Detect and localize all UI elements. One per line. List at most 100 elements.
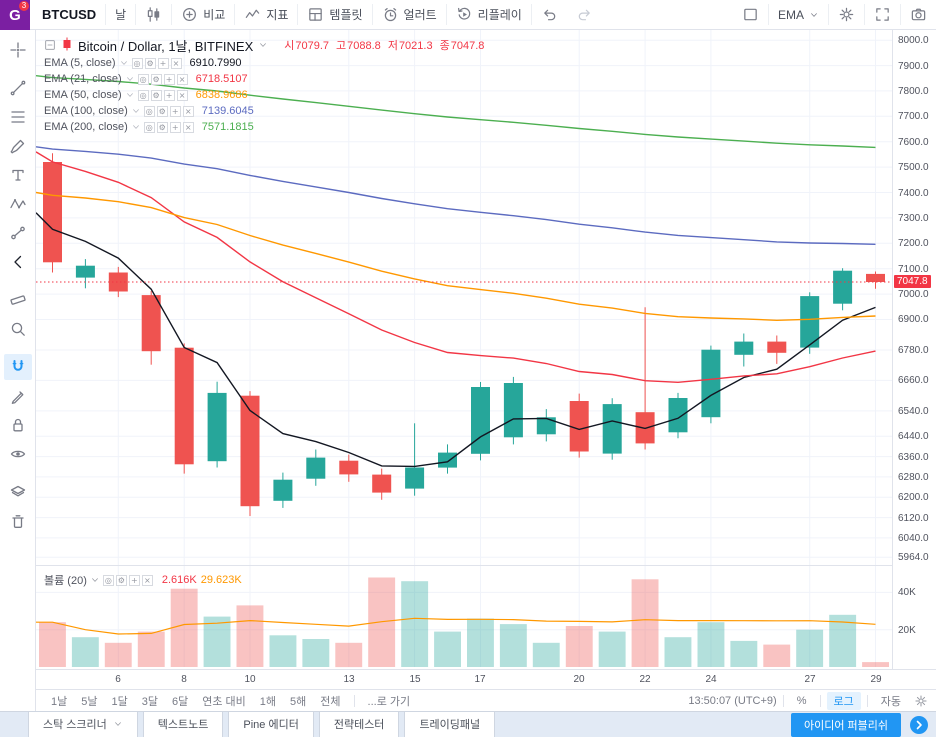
settings-icon[interactable]: ⚙ [156, 121, 168, 133]
range-button[interactable]: 1해 [259, 695, 277, 708]
ema-label[interactable]: EMA (50, close) [44, 89, 122, 101]
settings-icon[interactable]: ⚙ [150, 89, 162, 101]
range-button[interactable]: 5해 [290, 695, 307, 708]
zoom-in-tool[interactable] [4, 316, 32, 342]
templates-button[interactable]: 템플릿 [298, 0, 371, 29]
close-icon[interactable]: × [170, 57, 182, 69]
add-icon[interactable]: + [157, 57, 169, 69]
status-tab[interactable]: Pine 에디터 [228, 711, 314, 737]
fullscreen-button[interactable] [865, 0, 900, 29]
time-axis-label: 17 [474, 674, 486, 685]
visibility-icon[interactable]: ◎ [143, 121, 155, 133]
indicator-legend-rows: EMA (5, close) ◎ ⚙ + × 6910.7990 EMA (21, clos… [44, 55, 484, 135]
legend-caret-icon[interactable] [258, 40, 268, 50]
close-icon[interactable]: × [141, 575, 153, 586]
trend-line-tool[interactable] [4, 75, 32, 101]
visibility-icon[interactable]: ◎ [143, 105, 155, 117]
auto-scale-toggle[interactable]: 자동 [880, 695, 901, 708]
ema-label[interactable]: EMA (100, close) [44, 105, 128, 117]
range-button[interactable]: 전체 [320, 695, 341, 708]
publish-idea-button[interactable]: 아이디어 퍼블리쉬 [790, 712, 901, 737]
candle-body [108, 272, 128, 292]
object-tree-tool[interactable] [4, 479, 32, 505]
close-icon[interactable]: × [176, 73, 188, 85]
interval-button[interactable]: 날 [115, 8, 127, 22]
remove-drawings-tool[interactable] [4, 508, 32, 534]
price-axis[interactable]: 8000.0 7900.0 7800.0 7700.0 7600.0 7500.0 7400… [892, 30, 936, 669]
time-axis[interactable]: 6 8 10 13 15 17 20 22 24 27 29 [36, 669, 936, 689]
ema-label[interactable]: EMA (200, close) [44, 121, 128, 133]
status-tab[interactable]: 텍스트노트 [142, 711, 224, 737]
volume-bar [434, 631, 461, 667]
close-icon[interactable]: × [182, 105, 194, 117]
chart-canvas[interactable] [36, 30, 892, 669]
visibility-icon[interactable]: ◎ [102, 575, 114, 586]
text-tool[interactable] [4, 162, 32, 188]
range-button[interactable]: 1달 [111, 695, 128, 708]
time-axis-label: 10 [244, 674, 256, 685]
add-icon[interactable]: + [163, 89, 175, 101]
log-scale-toggle[interactable]: 로그 [826, 691, 861, 710]
symbol-button[interactable]: BTCUSD [42, 7, 97, 22]
range-button[interactable]: 3달 [141, 695, 158, 708]
alerts-button[interactable]: 얼러트 [373, 0, 446, 29]
volume-caret-icon[interactable] [90, 575, 100, 585]
chart-title[interactable]: Bitcoin / Dollar, 1날, BITFINEX [78, 38, 254, 54]
expand-panel-button[interactable] [910, 715, 928, 734]
range-button[interactable]: 1날 [51, 695, 68, 708]
candle-body [701, 349, 721, 418]
xabcd-pattern-tool[interactable] [4, 191, 32, 217]
visibility-icon[interactable]: ◎ [137, 73, 149, 85]
chart-style-button[interactable] [136, 0, 171, 29]
candle-body [174, 347, 194, 465]
crosshair-tool[interactable] [4, 37, 32, 63]
prediction-tool[interactable] [4, 220, 32, 246]
clock-display[interactable]: 13:50:07 (UTC+9) [688, 694, 777, 707]
percent-scale-toggle[interactable]: % [796, 694, 807, 707]
undo-button[interactable] [532, 0, 567, 29]
volume-label[interactable]: 볼륨 (20) [44, 575, 87, 587]
scale-settings-gear-icon[interactable] [914, 694, 928, 708]
status-tab[interactable]: 트레이딩패널 [404, 711, 496, 737]
volume-bar [796, 629, 824, 667]
snapshot-button[interactable] [901, 0, 936, 29]
range-button[interactable]: 연초 대비 [202, 695, 246, 708]
range-button[interactable]: 5날 [81, 695, 98, 708]
settings-icon[interactable]: ⚙ [115, 575, 127, 586]
visibility-icon[interactable]: ◎ [137, 89, 149, 101]
app-logo[interactable]: G 3 [0, 0, 30, 30]
status-tab[interactable]: 전략테스터 [318, 711, 400, 737]
lock-drawings-tool[interactable] [4, 412, 32, 438]
visibility-icon[interactable]: ◎ [131, 57, 143, 69]
legend-collapse-icon[interactable] [44, 39, 56, 51]
ema-label[interactable]: EMA (21, close) [44, 73, 122, 85]
chevron-down-icon [131, 122, 141, 132]
indicators-button[interactable]: 지표 [235, 0, 297, 29]
back-arrow-tool[interactable] [4, 249, 32, 275]
settings-icon[interactable]: ⚙ [156, 105, 168, 117]
layout-select-button[interactable] [733, 0, 768, 29]
add-icon[interactable]: + [169, 121, 181, 133]
brush-tool[interactable] [4, 133, 32, 159]
ema-label[interactable]: EMA (5, close) [44, 57, 116, 69]
settings-icon[interactable]: ⚙ [150, 73, 162, 85]
status-tab[interactable]: 스탁 스크리너 [28, 711, 138, 737]
chart-properties-button[interactable] [829, 0, 864, 29]
hide-drawings-tool[interactable] [4, 441, 32, 467]
close-icon[interactable]: × [176, 89, 188, 101]
goto-date-button[interactable]: ...로 가기 [367, 695, 411, 708]
measure-tool[interactable] [4, 287, 32, 313]
compare-button[interactable]: 비교 [172, 0, 234, 29]
add-icon[interactable]: + [128, 575, 140, 586]
saved-layout-dropdown[interactable]: EMA [769, 0, 828, 29]
range-button[interactable]: 6달 [172, 695, 189, 708]
replay-button[interactable]: 리플레이 [447, 0, 531, 29]
settings-icon[interactable]: ⚙ [144, 57, 156, 69]
drawing-mode-tool[interactable] [4, 383, 32, 409]
close-icon[interactable]: × [182, 121, 194, 133]
add-icon[interactable]: + [169, 105, 181, 117]
fib-retracement-tool[interactable] [4, 104, 32, 130]
magnet-tool[interactable] [3, 354, 32, 380]
add-icon[interactable]: + [163, 73, 175, 85]
redo-button[interactable] [567, 0, 602, 29]
